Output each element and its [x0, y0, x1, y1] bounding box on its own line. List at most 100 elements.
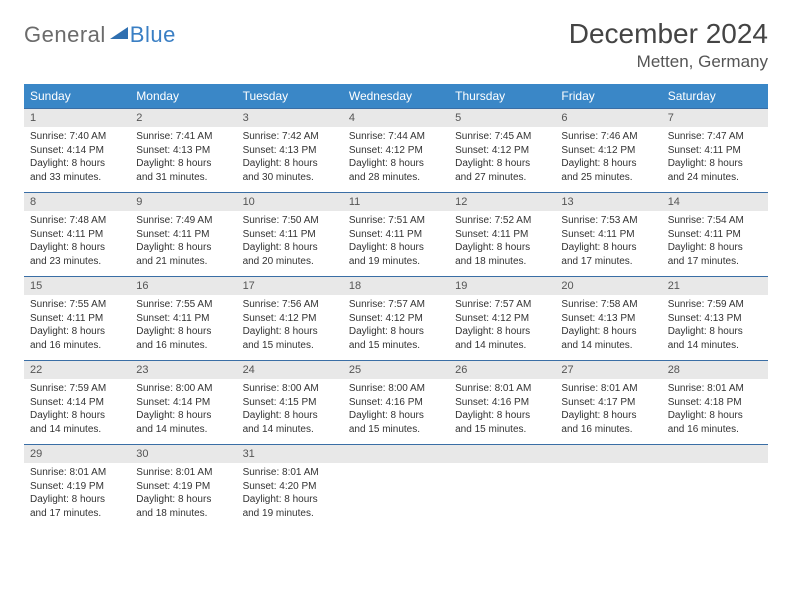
day-number-empty	[343, 445, 449, 463]
calendar-day-cell	[662, 445, 768, 529]
day-content: Sunrise: 7:52 AMSunset: 4:11 PMDaylight:…	[449, 211, 555, 276]
sunrise-line: Sunrise: 8:01 AM	[136, 466, 230, 480]
day-content: Sunrise: 8:00 AMSunset: 4:15 PMDaylight:…	[237, 379, 343, 444]
day-content: Sunrise: 7:55 AMSunset: 4:11 PMDaylight:…	[24, 295, 130, 360]
daylight-line: Daylight: 8 hours and 15 minutes.	[455, 409, 549, 436]
sunrise-line: Sunrise: 7:54 AM	[668, 214, 762, 228]
day-number-empty	[449, 445, 555, 463]
calendar-day-cell: 12Sunrise: 7:52 AMSunset: 4:11 PMDayligh…	[449, 193, 555, 277]
sunrise-line: Sunrise: 7:55 AM	[136, 298, 230, 312]
day-content: Sunrise: 7:42 AMSunset: 4:13 PMDaylight:…	[237, 127, 343, 192]
day-content: Sunrise: 7:48 AMSunset: 4:11 PMDaylight:…	[24, 211, 130, 276]
sunset-line: Sunset: 4:19 PM	[30, 480, 124, 494]
day-content: Sunrise: 8:01 AMSunset: 4:20 PMDaylight:…	[237, 463, 343, 528]
sunrise-line: Sunrise: 8:01 AM	[30, 466, 124, 480]
sunset-line: Sunset: 4:13 PM	[243, 144, 337, 158]
daylight-line: Daylight: 8 hours and 25 minutes.	[561, 157, 655, 184]
calendar-day-cell: 1Sunrise: 7:40 AMSunset: 4:14 PMDaylight…	[24, 109, 130, 193]
day-number: 8	[24, 193, 130, 211]
weekday-header: Thursday	[449, 84, 555, 109]
day-number: 23	[130, 361, 236, 379]
daylight-line: Daylight: 8 hours and 19 minutes.	[349, 241, 443, 268]
day-content: Sunrise: 7:47 AMSunset: 4:11 PMDaylight:…	[662, 127, 768, 192]
sunset-line: Sunset: 4:12 PM	[349, 312, 443, 326]
day-content: Sunrise: 7:49 AMSunset: 4:11 PMDaylight:…	[130, 211, 236, 276]
day-number: 17	[237, 277, 343, 295]
sunrise-line: Sunrise: 7:58 AM	[561, 298, 655, 312]
daylight-line: Daylight: 8 hours and 23 minutes.	[30, 241, 124, 268]
day-number: 7	[662, 109, 768, 127]
day-number: 15	[24, 277, 130, 295]
day-content: Sunrise: 8:00 AMSunset: 4:16 PMDaylight:…	[343, 379, 449, 444]
logo-text-general: General	[24, 22, 106, 48]
daylight-line: Daylight: 8 hours and 18 minutes.	[136, 493, 230, 520]
sunrise-line: Sunrise: 7:59 AM	[30, 382, 124, 396]
calendar-day-cell: 2Sunrise: 7:41 AMSunset: 4:13 PMDaylight…	[130, 109, 236, 193]
calendar-day-cell: 20Sunrise: 7:58 AMSunset: 4:13 PMDayligh…	[555, 277, 661, 361]
daylight-line: Daylight: 8 hours and 27 minutes.	[455, 157, 549, 184]
daylight-line: Daylight: 8 hours and 19 minutes.	[243, 493, 337, 520]
day-number: 6	[555, 109, 661, 127]
sunset-line: Sunset: 4:13 PM	[561, 312, 655, 326]
sunset-line: Sunset: 4:11 PM	[243, 228, 337, 242]
daylight-line: Daylight: 8 hours and 15 minutes.	[349, 325, 443, 352]
day-content: Sunrise: 7:59 AMSunset: 4:14 PMDaylight:…	[24, 379, 130, 444]
calendar-day-cell: 5Sunrise: 7:45 AMSunset: 4:12 PMDaylight…	[449, 109, 555, 193]
sunset-line: Sunset: 4:13 PM	[136, 144, 230, 158]
logo-text-blue: Blue	[130, 22, 176, 48]
sunrise-line: Sunrise: 7:57 AM	[349, 298, 443, 312]
calendar-week-row: 15Sunrise: 7:55 AMSunset: 4:11 PMDayligh…	[24, 277, 768, 361]
calendar-day-cell	[343, 445, 449, 529]
daylight-line: Daylight: 8 hours and 21 minutes.	[136, 241, 230, 268]
calendar-week-row: 8Sunrise: 7:48 AMSunset: 4:11 PMDaylight…	[24, 193, 768, 277]
calendar-day-cell: 21Sunrise: 7:59 AMSunset: 4:13 PMDayligh…	[662, 277, 768, 361]
day-number-empty	[662, 445, 768, 463]
day-number: 5	[449, 109, 555, 127]
daylight-line: Daylight: 8 hours and 16 minutes.	[136, 325, 230, 352]
sunset-line: Sunset: 4:13 PM	[668, 312, 762, 326]
weekday-header: Tuesday	[237, 84, 343, 109]
day-content: Sunrise: 8:01 AMSunset: 4:17 PMDaylight:…	[555, 379, 661, 444]
sunrise-line: Sunrise: 7:57 AM	[455, 298, 549, 312]
calendar-day-cell: 25Sunrise: 8:00 AMSunset: 4:16 PMDayligh…	[343, 361, 449, 445]
calendar-day-cell: 10Sunrise: 7:50 AMSunset: 4:11 PMDayligh…	[237, 193, 343, 277]
sunset-line: Sunset: 4:18 PM	[668, 396, 762, 410]
day-number: 10	[237, 193, 343, 211]
calendar-day-cell: 31Sunrise: 8:01 AMSunset: 4:20 PMDayligh…	[237, 445, 343, 529]
calendar-day-cell: 11Sunrise: 7:51 AMSunset: 4:11 PMDayligh…	[343, 193, 449, 277]
sunset-line: Sunset: 4:14 PM	[30, 396, 124, 410]
daylight-line: Daylight: 8 hours and 16 minutes.	[561, 409, 655, 436]
calendar-day-cell: 23Sunrise: 8:00 AMSunset: 4:14 PMDayligh…	[130, 361, 236, 445]
day-number: 28	[662, 361, 768, 379]
day-content: Sunrise: 7:56 AMSunset: 4:12 PMDaylight:…	[237, 295, 343, 360]
sunrise-line: Sunrise: 7:56 AM	[243, 298, 337, 312]
sunrise-line: Sunrise: 7:48 AM	[30, 214, 124, 228]
day-number: 22	[24, 361, 130, 379]
calendar-day-cell: 3Sunrise: 7:42 AMSunset: 4:13 PMDaylight…	[237, 109, 343, 193]
day-content: Sunrise: 7:44 AMSunset: 4:12 PMDaylight:…	[343, 127, 449, 192]
day-number: 31	[237, 445, 343, 463]
calendar-day-cell: 19Sunrise: 7:57 AMSunset: 4:12 PMDayligh…	[449, 277, 555, 361]
calendar-day-cell	[449, 445, 555, 529]
calendar-day-cell: 9Sunrise: 7:49 AMSunset: 4:11 PMDaylight…	[130, 193, 236, 277]
day-content: Sunrise: 7:55 AMSunset: 4:11 PMDaylight:…	[130, 295, 236, 360]
sunrise-line: Sunrise: 7:53 AM	[561, 214, 655, 228]
day-content: Sunrise: 8:01 AMSunset: 4:16 PMDaylight:…	[449, 379, 555, 444]
calendar-day-cell: 22Sunrise: 7:59 AMSunset: 4:14 PMDayligh…	[24, 361, 130, 445]
sunrise-line: Sunrise: 7:50 AM	[243, 214, 337, 228]
sunrise-line: Sunrise: 7:51 AM	[349, 214, 443, 228]
day-content: Sunrise: 8:01 AMSunset: 4:18 PMDaylight:…	[662, 379, 768, 444]
day-number: 29	[24, 445, 130, 463]
daylight-line: Daylight: 8 hours and 14 minutes.	[136, 409, 230, 436]
day-content-empty	[662, 463, 768, 513]
sunrise-line: Sunrise: 8:01 AM	[455, 382, 549, 396]
day-number: 4	[343, 109, 449, 127]
daylight-line: Daylight: 8 hours and 14 minutes.	[561, 325, 655, 352]
calendar-week-row: 1Sunrise: 7:40 AMSunset: 4:14 PMDaylight…	[24, 109, 768, 193]
daylight-line: Daylight: 8 hours and 14 minutes.	[455, 325, 549, 352]
daylight-line: Daylight: 8 hours and 24 minutes.	[668, 157, 762, 184]
sunrise-line: Sunrise: 7:40 AM	[30, 130, 124, 144]
calendar-day-cell: 15Sunrise: 7:55 AMSunset: 4:11 PMDayligh…	[24, 277, 130, 361]
sunset-line: Sunset: 4:14 PM	[30, 144, 124, 158]
day-content: Sunrise: 7:45 AMSunset: 4:12 PMDaylight:…	[449, 127, 555, 192]
